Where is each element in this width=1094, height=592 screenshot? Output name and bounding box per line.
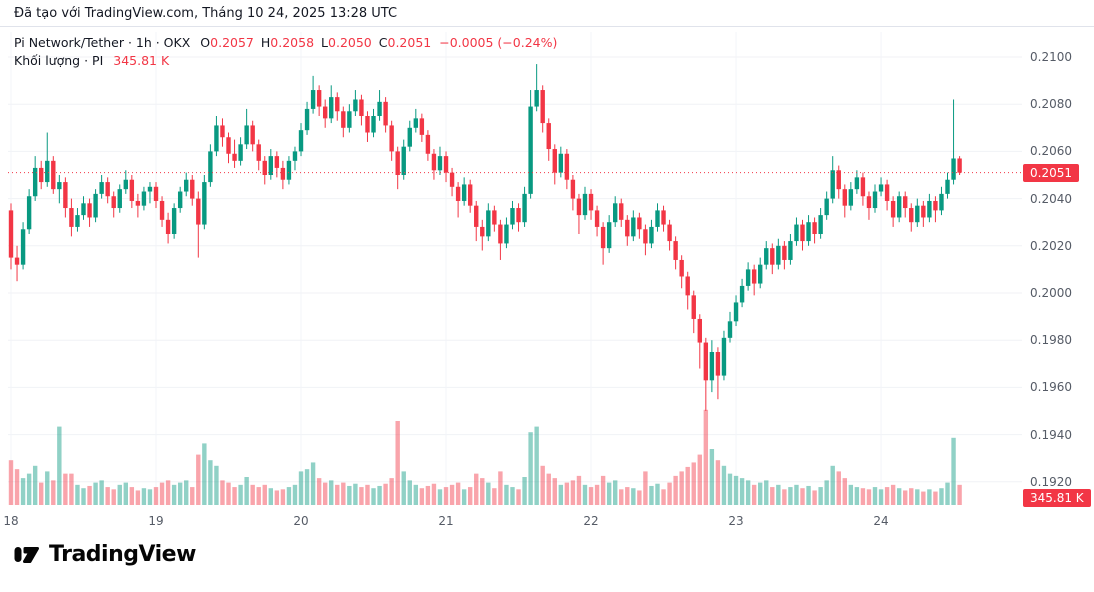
price-tick: 0.1920 bbox=[1030, 474, 1072, 489]
time-axis[interactable]: 18 19 20 21 22 23 24 bbox=[0, 510, 1022, 530]
price-change: −0.0005 (−0.24%) bbox=[439, 35, 558, 50]
ohlc-open: O0.2057 bbox=[200, 35, 254, 50]
tradingview-mark-icon bbox=[14, 547, 39, 563]
price-tick: 0.2040 bbox=[1030, 191, 1072, 206]
volume-title: Khối lượng · PI bbox=[14, 53, 104, 68]
price-tick: 0.2000 bbox=[1030, 286, 1072, 300]
time-tick: 22 bbox=[583, 514, 599, 528]
tradingview-wordmark: TradingView bbox=[49, 541, 196, 567]
symbol-title: Pi Network/Tether · 1h · OKX bbox=[14, 35, 191, 50]
candlestick-chart-canvas[interactable] bbox=[0, 28, 1094, 533]
price-tick: 0.2020 bbox=[1030, 238, 1072, 253]
current-volume-label: 345.81 K bbox=[1023, 489, 1091, 507]
last-price-label: 0.2051 bbox=[1023, 163, 1079, 182]
attribution-text: Đã tạo với TradingView.com, Tháng 10 24,… bbox=[14, 6, 398, 21]
ohlc-low: L0.2050 bbox=[321, 35, 372, 50]
price-tick: 0.1940 bbox=[1030, 427, 1072, 442]
time-tick: 21 bbox=[438, 514, 454, 528]
ohlc-high: H0.2058 bbox=[260, 35, 315, 50]
time-tick: 20 bbox=[293, 514, 309, 528]
attribution-bar: Đã tạo với TradingView.com, Tháng 10 24,… bbox=[0, 0, 1094, 27]
tradingview-logo[interactable]: TradingView bbox=[12, 540, 196, 568]
time-tick: 24 bbox=[873, 514, 889, 528]
price-tick: 0.2060 bbox=[1030, 144, 1072, 159]
legend-symbol-row: Pi Network/Tether · 1h · OKX O0.2057 H0.20… bbox=[14, 34, 557, 52]
price-tick: 0.2100 bbox=[1030, 50, 1072, 64]
volume-value: 345.81 K bbox=[113, 53, 170, 68]
time-tick: 19 bbox=[148, 514, 164, 528]
chart-legend: Pi Network/Tether · 1h · OKX O0.2057 H0.20… bbox=[14, 34, 557, 70]
price-tick: 0.1980 bbox=[1030, 333, 1072, 348]
ohlc-close: C0.2051 bbox=[378, 35, 432, 50]
price-tick: 0.2080 bbox=[1030, 97, 1072, 112]
price-axis[interactable]: 0.2100 0.2080 0.2060 0.2040 0.2020 0.2000 0.19… bbox=[1022, 28, 1094, 508]
legend-volume-row: Khối lượng · PI 345.81 K bbox=[14, 52, 557, 70]
price-tick: 0.1960 bbox=[1030, 380, 1072, 395]
time-tick: 18 bbox=[3, 514, 19, 528]
time-tick: 23 bbox=[728, 514, 744, 528]
chart-area: Pi Network/Tether · 1h · OKX O0.2057 H0.20… bbox=[0, 28, 1094, 533]
